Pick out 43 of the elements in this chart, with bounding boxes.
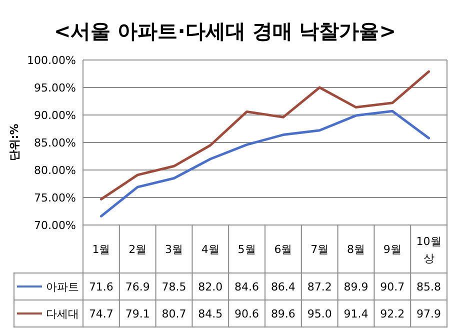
- x-tick-label: 2월: [128, 243, 147, 256]
- chart-title: <서울 아파트·다세대 경매 낙찰가율>: [54, 19, 396, 43]
- data-label: 78.5: [162, 280, 186, 294]
- data-label: 90.7: [380, 280, 405, 294]
- data-label: 86.4: [270, 280, 296, 294]
- data-label: 80.7: [162, 308, 186, 320]
- data-label: 71.6: [88, 280, 114, 294]
- data-label: 89.6: [270, 308, 296, 320]
- legend-label: 다세대: [46, 308, 79, 320]
- x-tick-label: 5월: [238, 243, 256, 256]
- data-label: 89.9: [344, 280, 368, 294]
- data-label: 92.2: [380, 308, 405, 320]
- x-tick-label: 6월: [274, 243, 292, 256]
- data-label: 82.0: [198, 280, 223, 294]
- x-tick-label: 4월: [201, 243, 220, 256]
- line-series: [100, 70, 430, 200]
- data-label: 79.1: [125, 308, 150, 320]
- x-tick-label: 1월: [92, 243, 110, 256]
- y-tick-label: 85.00%: [34, 136, 76, 150]
- legend-label: 아파트: [46, 280, 79, 294]
- data-label: 85.8: [416, 280, 442, 294]
- data-label: 91.4: [344, 308, 368, 320]
- x-tick-label: 9월: [383, 243, 402, 256]
- data-label: 90.6: [234, 308, 260, 320]
- x-tick-label: 10월상: [416, 235, 442, 265]
- y-axis-title: 단위:%: [8, 124, 21, 162]
- data-label: 97.9: [416, 308, 442, 320]
- y-tick-label: 90.00%: [34, 109, 76, 122]
- data-label: 84.6: [234, 280, 260, 294]
- line-series: [100, 110, 430, 218]
- y-tick-label: 100.00%: [27, 54, 76, 67]
- data-label: 95.0: [307, 308, 332, 320]
- y-tick-label: 70.00%: [34, 219, 76, 232]
- y-tick-label: 95.00%: [34, 82, 76, 94]
- x-tick-label: 8월: [347, 243, 365, 256]
- x-tick-label: 7월: [310, 243, 329, 256]
- data-label: 74.7: [88, 308, 114, 320]
- data-label: 84.5: [198, 308, 223, 320]
- data-label: 87.2: [307, 280, 332, 294]
- y-tick-label: 75.00%: [34, 192, 76, 204]
- x-tick-label: 3월: [165, 243, 183, 256]
- y-tick-label: 80.00%: [34, 164, 76, 177]
- data-label: 76.9: [125, 280, 150, 294]
